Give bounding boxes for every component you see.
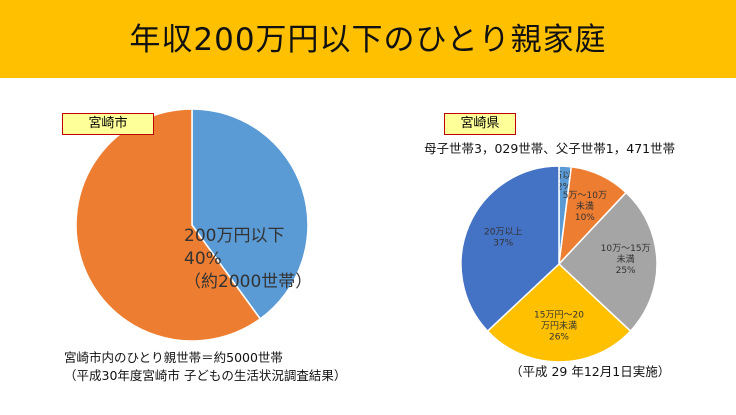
city-overlay-text: 200万円以下 40% （約2000世帯） — [184, 225, 312, 294]
city-pie-slice-0 — [191, 108, 309, 320]
prefecture-note: （平成 29 年12月1日実施） — [510, 364, 671, 379]
city-note: 宮崎市内のひとり親世帯＝約5000世帯 （平成30年度宮崎市 子どもの生活状況調… — [64, 349, 346, 385]
city-note-source: （平成30年度宮崎市 子どもの生活状況調査結果） — [64, 368, 347, 383]
pref-pie-slice-4 — [460, 165, 560, 333]
city-overlay-line2: 40% — [184, 249, 222, 269]
pref-pie-slice-label-3: 15万円～20 万円未満 26% — [534, 310, 584, 343]
pref-pie-slice-label-4: 20万以上 37% — [484, 226, 522, 248]
title-banner: 年収200万円以下のひとり親家庭 — [0, 0, 736, 78]
pref-pie-slice-label-0: 5万以下 2% — [548, 171, 581, 192]
city-overlay-line1: 200万円以下 — [184, 226, 285, 246]
city-note-total: 宮崎市内のひとり親世帯＝約5000世帯 — [64, 350, 283, 365]
prefecture-label: 宮崎県 — [444, 113, 516, 135]
pref-pie-slice-label-2: 10万～15万未満 25% — [601, 244, 651, 276]
pref-pie-slice-3 — [486, 262, 632, 363]
city-label: 宮崎市 — [62, 113, 154, 135]
pref-pie-slice-2 — [557, 191, 658, 333]
pref-pie-slice-label-1: 5万～10万未満 10% — [563, 191, 607, 223]
page-title: 年収200万円以下のひとり親家庭 — [129, 22, 607, 58]
prefecture-subtitle: 母子世帯3，029世帯、父子世帯1，471世帯 — [424, 141, 676, 156]
city-overlay-line3: （約2000世帯） — [184, 272, 313, 292]
